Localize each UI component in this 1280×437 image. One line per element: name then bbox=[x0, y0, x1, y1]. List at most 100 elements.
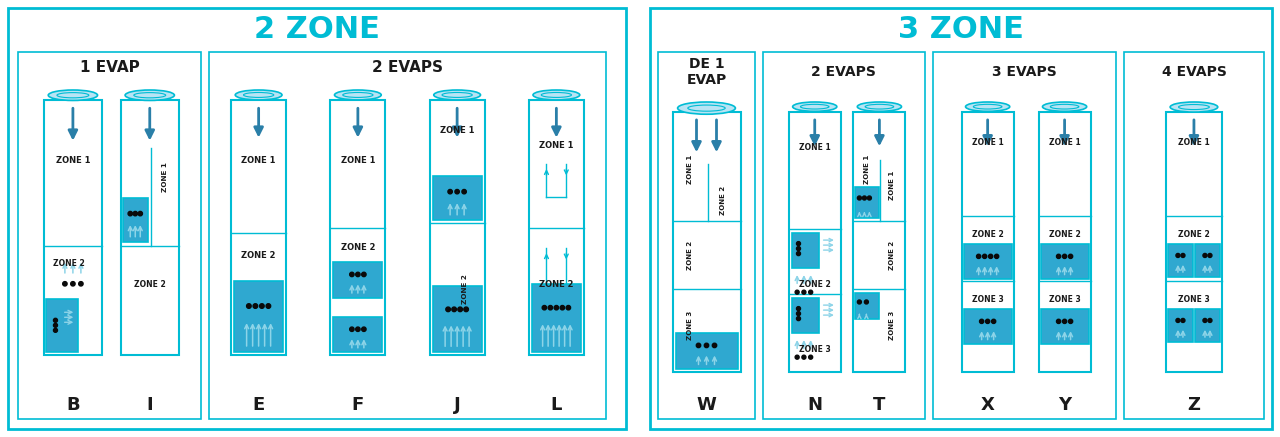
Text: ZONE 3: ZONE 3 bbox=[888, 311, 895, 340]
Ellipse shape bbox=[687, 105, 726, 111]
Text: DE 1
EVAP: DE 1 EVAP bbox=[686, 57, 727, 87]
Circle shape bbox=[133, 212, 137, 216]
Text: I: I bbox=[146, 396, 154, 414]
Text: B: B bbox=[67, 396, 79, 414]
Circle shape bbox=[986, 319, 989, 323]
Text: N: N bbox=[808, 396, 822, 414]
Text: 2 EVAPS: 2 EVAPS bbox=[372, 60, 443, 76]
Text: ZONE 2: ZONE 2 bbox=[462, 274, 468, 304]
Bar bbox=[1167, 309, 1193, 342]
Bar bbox=[123, 198, 147, 242]
Text: ZONE 1: ZONE 1 bbox=[55, 156, 90, 165]
Text: E: E bbox=[252, 396, 265, 414]
Text: ZONE 1: ZONE 1 bbox=[242, 156, 276, 165]
Text: Z: Z bbox=[1188, 396, 1201, 414]
Circle shape bbox=[1062, 319, 1066, 323]
Circle shape bbox=[977, 254, 980, 258]
Bar bbox=[650, 8, 1272, 429]
Text: ZONE 1: ZONE 1 bbox=[1048, 138, 1080, 146]
Bar bbox=[333, 317, 383, 352]
Circle shape bbox=[863, 196, 867, 200]
Bar bbox=[658, 52, 755, 419]
Circle shape bbox=[70, 281, 76, 286]
Circle shape bbox=[712, 343, 717, 347]
Circle shape bbox=[349, 272, 355, 277]
Ellipse shape bbox=[236, 90, 282, 100]
Text: F: F bbox=[352, 396, 364, 414]
Circle shape bbox=[1203, 253, 1207, 257]
Circle shape bbox=[356, 272, 360, 277]
Circle shape bbox=[561, 305, 564, 310]
Circle shape bbox=[858, 300, 861, 304]
Circle shape bbox=[356, 327, 360, 331]
Bar bbox=[933, 52, 1116, 419]
Bar bbox=[120, 101, 179, 355]
Circle shape bbox=[543, 305, 547, 310]
Bar bbox=[1041, 309, 1088, 344]
Circle shape bbox=[266, 304, 270, 309]
Text: ZONE 1: ZONE 1 bbox=[864, 155, 870, 184]
Bar bbox=[532, 284, 581, 352]
Circle shape bbox=[54, 323, 58, 327]
Text: ZONE 1: ZONE 1 bbox=[1178, 138, 1210, 146]
Bar bbox=[46, 299, 78, 352]
Circle shape bbox=[1069, 319, 1073, 323]
Ellipse shape bbox=[1170, 102, 1217, 112]
Text: ZONE 3: ZONE 3 bbox=[1048, 295, 1080, 304]
Circle shape bbox=[138, 212, 142, 216]
Bar bbox=[433, 177, 481, 220]
Circle shape bbox=[462, 190, 466, 194]
Bar bbox=[1041, 244, 1088, 279]
Circle shape bbox=[868, 196, 872, 200]
Ellipse shape bbox=[343, 93, 372, 97]
Bar bbox=[8, 8, 626, 429]
Text: ZONE 1: ZONE 1 bbox=[888, 170, 895, 200]
Ellipse shape bbox=[965, 102, 1010, 111]
Circle shape bbox=[1208, 319, 1212, 323]
Bar bbox=[792, 298, 819, 333]
Text: J: J bbox=[453, 396, 461, 414]
Circle shape bbox=[128, 212, 132, 216]
Bar bbox=[855, 187, 879, 218]
Text: 1 EVAP: 1 EVAP bbox=[79, 60, 140, 76]
Circle shape bbox=[696, 343, 700, 347]
Ellipse shape bbox=[532, 90, 580, 100]
Text: ZONE 2: ZONE 2 bbox=[687, 240, 694, 270]
Circle shape bbox=[1181, 253, 1185, 257]
Ellipse shape bbox=[1179, 104, 1210, 110]
Bar bbox=[964, 244, 1011, 279]
Text: ZONE 1: ZONE 1 bbox=[687, 155, 694, 184]
Circle shape bbox=[796, 246, 800, 250]
Text: ZONE 2: ZONE 2 bbox=[340, 243, 375, 253]
Circle shape bbox=[858, 196, 861, 200]
Bar bbox=[1167, 244, 1193, 277]
Circle shape bbox=[992, 319, 996, 323]
Circle shape bbox=[796, 242, 800, 246]
Ellipse shape bbox=[334, 90, 381, 100]
Text: ZONE 1: ZONE 1 bbox=[799, 142, 831, 152]
Text: ZONE 1: ZONE 1 bbox=[972, 138, 1004, 146]
Ellipse shape bbox=[1051, 104, 1079, 109]
Text: ZONE 3: ZONE 3 bbox=[972, 295, 1004, 304]
Circle shape bbox=[979, 319, 984, 323]
Bar bbox=[330, 101, 385, 355]
Bar bbox=[529, 101, 584, 355]
Bar bbox=[433, 286, 481, 352]
Circle shape bbox=[362, 272, 366, 277]
Circle shape bbox=[809, 290, 813, 294]
Circle shape bbox=[566, 305, 571, 310]
Ellipse shape bbox=[56, 93, 88, 98]
Bar bbox=[1196, 309, 1220, 342]
Bar bbox=[18, 52, 201, 419]
Bar bbox=[788, 112, 841, 372]
Circle shape bbox=[864, 300, 868, 304]
Bar bbox=[854, 112, 905, 372]
Circle shape bbox=[1062, 254, 1066, 258]
Text: ZONE 2: ZONE 2 bbox=[52, 259, 84, 268]
Text: ZONE 3: ZONE 3 bbox=[799, 345, 831, 354]
Text: ZONE 3: ZONE 3 bbox=[687, 311, 694, 340]
Circle shape bbox=[554, 305, 558, 310]
Ellipse shape bbox=[434, 90, 480, 100]
Ellipse shape bbox=[125, 90, 174, 101]
Text: ZONE 2: ZONE 2 bbox=[799, 280, 831, 289]
